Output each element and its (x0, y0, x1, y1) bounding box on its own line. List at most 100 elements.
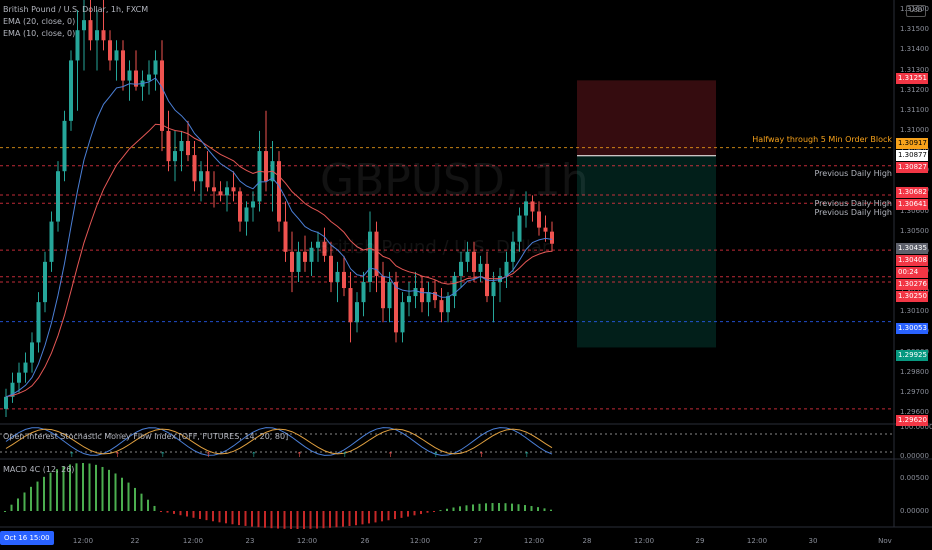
candle-body (342, 271, 346, 289)
price-axis-label: 1.31400 (900, 45, 929, 54)
macd-histogram-bar (381, 511, 383, 522)
candle-body (173, 151, 177, 162)
macd-histogram-bar (472, 504, 474, 511)
candle-body (166, 130, 171, 162)
macd-histogram-bar (166, 511, 169, 513)
candle-body (95, 30, 99, 41)
candle-body (322, 241, 327, 256)
oi-signal-marker: ↑ (479, 451, 485, 459)
candle-body (296, 251, 301, 272)
macd-histogram-bar (277, 511, 279, 529)
macd-histogram-bar (335, 511, 338, 528)
macd-histogram-bar (257, 511, 260, 528)
macd-histogram-bar (69, 464, 71, 511)
candle-body (420, 288, 424, 303)
legend-ema20[interactable]: EMA (20, close, 0) (3, 17, 76, 26)
candle-body (218, 191, 223, 196)
time-axis-label: Nov (878, 537, 892, 545)
currency-badge[interactable]: USD (906, 5, 926, 17)
candle-body (459, 261, 463, 276)
candle-body (160, 60, 164, 131)
candle-body (69, 60, 73, 121)
macd-histogram-bar (537, 507, 539, 511)
macd-histogram-bar (108, 469, 110, 511)
oi-signal-marker: ↑ (342, 451, 348, 459)
macd-histogram-bar (530, 506, 533, 511)
time-axis-label: 12:00 (72, 537, 94, 545)
candle-body (387, 282, 392, 309)
macd-histogram-bar (439, 510, 442, 512)
candle-body (465, 251, 470, 262)
legend-macd[interactable]: MACD 4C (12, 26) (3, 465, 75, 474)
macd-histogram-bar (205, 511, 208, 521)
candle-body (205, 171, 210, 188)
candle-body (381, 275, 385, 309)
price-axis-label: 1.30100 (900, 307, 929, 316)
macd-histogram-bar (329, 511, 331, 528)
candle-body (433, 292, 437, 301)
candle-body (186, 141, 190, 156)
short-position-target-zone (577, 155, 716, 348)
time-axis-label: 28 (582, 537, 592, 545)
oi-axis-label: 100.00000 (900, 423, 932, 431)
candle-body (264, 151, 268, 182)
price-axis-label: 1.30600 (900, 206, 929, 215)
macd-histogram-bar (400, 511, 403, 518)
candle-body (101, 30, 106, 41)
macd-histogram-bar (192, 511, 195, 518)
legend-oi-indicator[interactable]: Open Interest Stochastic Money Flow Inde… (3, 432, 289, 441)
annotation-previous-daily-high-2: Previous Daily High (814, 199, 892, 208)
time-axis-label: 12:00 (182, 537, 204, 545)
price-tag: 1.30827 (896, 162, 928, 173)
candle-body (413, 288, 418, 297)
annotation-previous-daily-high-1: Previous Daily High (814, 169, 892, 178)
candle-body (43, 261, 47, 303)
candle-body (394, 282, 398, 333)
candle-body (335, 271, 340, 282)
macd-histogram-bar (56, 469, 58, 511)
time-axis-label: 23 (245, 537, 255, 545)
oi-axis-label: 0.00000 (900, 452, 929, 460)
candle-body (231, 187, 236, 192)
macd-histogram-bar (420, 511, 422, 515)
macd-histogram-bar (270, 511, 273, 529)
legend-title[interactable]: British Pound / U.S. Dollar, 1h, FXCM (3, 5, 149, 14)
candle-body (121, 50, 125, 81)
macd-histogram-bar (303, 511, 305, 529)
candle-body (179, 141, 184, 152)
macd-histogram-bar (264, 511, 266, 528)
candle-body (199, 171, 203, 182)
macd-histogram-bar (387, 511, 390, 521)
oi-signal-marker: ↑ (388, 451, 394, 459)
legend-ema10[interactable]: EMA (10, close, 0) (3, 29, 76, 38)
candle-body (49, 221, 54, 262)
macd-histogram-bar (88, 463, 91, 511)
candle-body (238, 191, 242, 222)
price-axis-label: 1.31500 (900, 25, 929, 34)
macd-histogram-bar (543, 508, 546, 511)
price-axis-label: 1.29700 (900, 387, 929, 396)
macd-histogram-bar (225, 511, 227, 524)
candle-body (439, 300, 444, 313)
time-axis-label: 22 (130, 537, 140, 545)
price-tag: 1.30276 (896, 279, 928, 290)
macd-histogram-bar (218, 511, 221, 523)
macd-histogram-bar (127, 482, 130, 511)
macd-histogram-bar (342, 511, 344, 527)
macd-histogram-bar (524, 505, 526, 511)
candle-body (355, 302, 359, 323)
macd-histogram-bar (244, 511, 247, 526)
price-tag: 1.29620 (896, 415, 928, 426)
price-tag: 1.29925 (896, 350, 928, 361)
candle-body (23, 362, 28, 373)
macd-histogram-bar (426, 511, 429, 513)
time-axis-label: 12:00 (296, 537, 318, 545)
candle-body (244, 207, 249, 222)
macd-histogram-bar (62, 466, 65, 511)
macd-histogram-bar (498, 503, 500, 511)
ema-10-line (5, 77, 553, 398)
candle-body (257, 151, 262, 202)
candle-body (192, 155, 197, 182)
macd-histogram-bar (153, 505, 156, 511)
